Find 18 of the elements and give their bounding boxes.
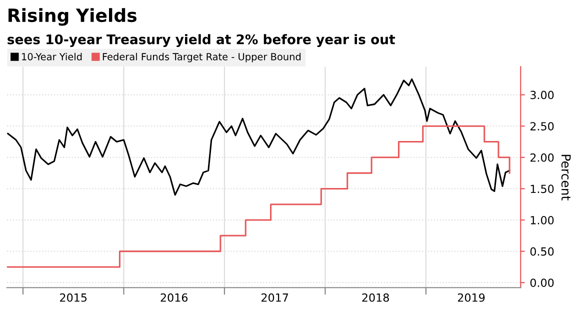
x-tick-label: 2015: [60, 293, 87, 302]
x-tick-label: 2018: [362, 293, 389, 302]
x-tick-label: 2017: [262, 293, 288, 302]
y-tick-label: 2.00: [530, 153, 554, 162]
chart-title: Rising Yields: [8, 8, 136, 26]
x-tick-label: 2016: [160, 293, 188, 302]
y-tick-label: 0.50: [530, 247, 554, 256]
y-axis-title: Percent: [561, 154, 571, 200]
y-tick-label: 1.00: [530, 216, 554, 224]
y-tick-label: 3.00: [530, 90, 554, 100]
y-tick-label: 0.00: [530, 278, 554, 287]
legend-label: Federal Funds Target Rate - Upper Bound: [102, 52, 301, 62]
line-series: [7, 78, 510, 196]
y-tick-label: 1.50: [530, 184, 554, 194]
x-tick-label: 2019: [458, 293, 485, 302]
y-tick-label: 2.50: [530, 122, 554, 130]
chart-subtitle: sees 10-year Treasury yield at 2% before year is out: [8, 34, 395, 47]
legend-label: 10-Year Yield: [22, 52, 82, 60]
